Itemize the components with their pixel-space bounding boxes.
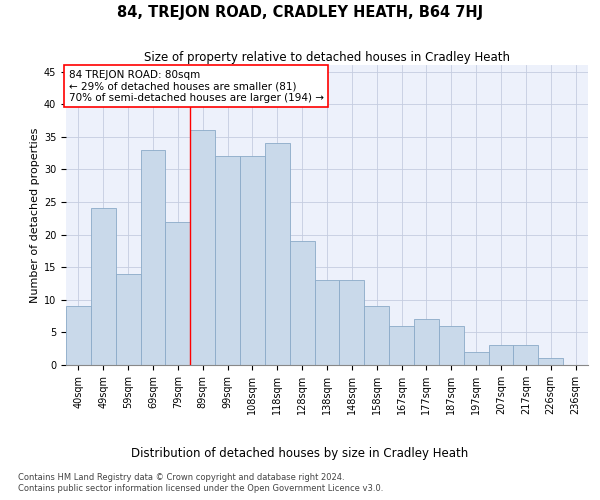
Text: 84 TREJON ROAD: 80sqm
← 29% of detached houses are smaller (81)
70% of semi-deta: 84 TREJON ROAD: 80sqm ← 29% of detached … (68, 70, 323, 102)
Bar (166, 222, 190, 365)
Bar (538, 358, 563, 365)
Bar (265, 144, 290, 365)
Bar (314, 280, 340, 365)
Bar (290, 241, 314, 365)
Bar (488, 346, 514, 365)
Y-axis label: Number of detached properties: Number of detached properties (29, 128, 40, 302)
Bar (140, 150, 166, 365)
Bar (215, 156, 240, 365)
Bar (91, 208, 116, 365)
Text: Contains public sector information licensed under the Open Government Licence v3: Contains public sector information licen… (18, 484, 383, 493)
Bar (66, 306, 91, 365)
Bar (464, 352, 488, 365)
Bar (116, 274, 140, 365)
Bar (389, 326, 414, 365)
Bar (414, 320, 439, 365)
Bar (364, 306, 389, 365)
Bar (340, 280, 364, 365)
Bar (190, 130, 215, 365)
Title: Size of property relative to detached houses in Cradley Heath: Size of property relative to detached ho… (144, 51, 510, 64)
Text: Distribution of detached houses by size in Cradley Heath: Distribution of detached houses by size … (131, 448, 469, 460)
Bar (439, 326, 464, 365)
Bar (514, 346, 538, 365)
Text: Contains HM Land Registry data © Crown copyright and database right 2024.: Contains HM Land Registry data © Crown c… (18, 472, 344, 482)
Bar (240, 156, 265, 365)
Text: 84, TREJON ROAD, CRADLEY HEATH, B64 7HJ: 84, TREJON ROAD, CRADLEY HEATH, B64 7HJ (117, 5, 483, 20)
